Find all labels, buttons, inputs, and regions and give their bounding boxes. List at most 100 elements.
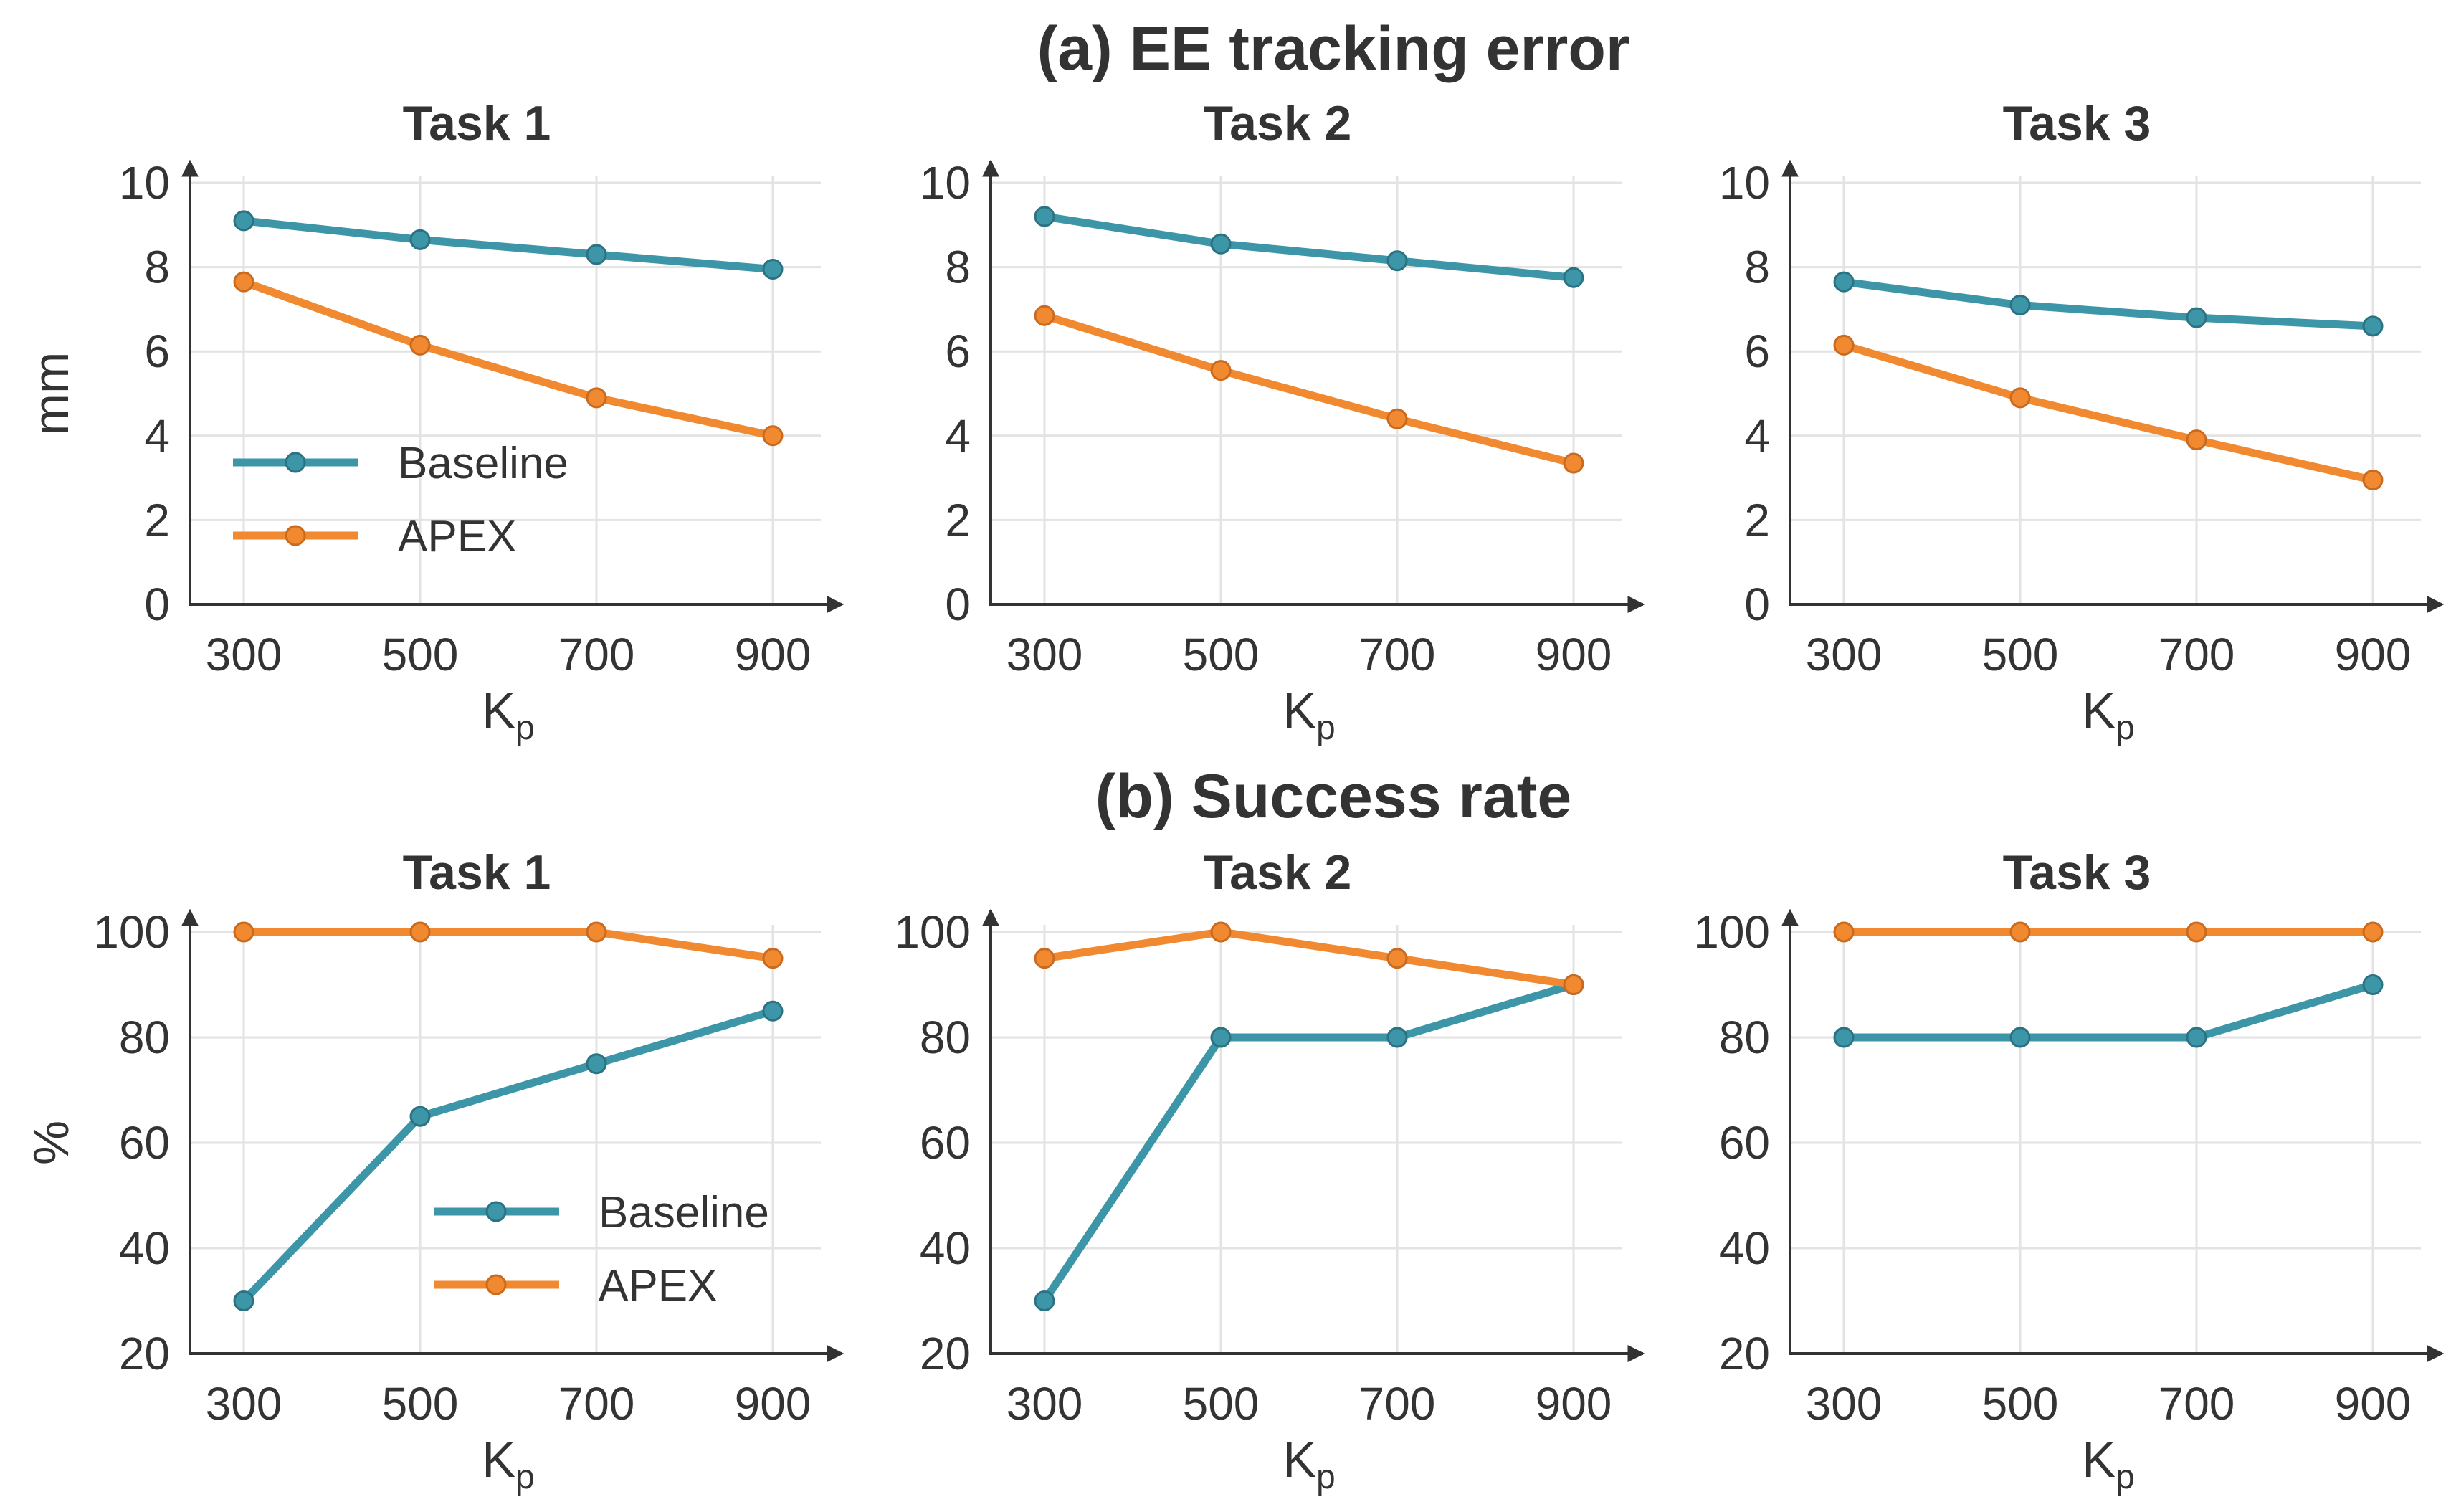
series-line-baseline: [1843, 277, 2374, 331]
legend-label-apex: APEX: [599, 1261, 717, 1311]
series-line-apex: [1043, 311, 1575, 467]
data-point-baseline: [1210, 233, 1232, 255]
y-tick-label: 0: [144, 579, 170, 630]
x-tick-label: 900: [735, 1378, 812, 1430]
panel-title: Task 1: [403, 845, 551, 900]
data-point-baseline: [409, 229, 431, 250]
y-tick-label: 4: [1744, 410, 1770, 462]
panel-title: Task 1: [403, 96, 551, 151]
x-tick-label: 700: [2159, 1378, 2235, 1430]
y-tick-label: 20: [119, 1328, 170, 1379]
data-point-apex: [2009, 921, 2031, 943]
chart-panels: Task 1 0 2 4 6 8 10 300 500 700 900 Kp mm Baseline APE…: [23, 96, 2445, 1496]
x-tick-label: 700: [2159, 629, 2235, 680]
x-tick-label: 300: [206, 629, 282, 680]
data-point-apex: [2186, 429, 2207, 451]
y-tick-label: 8: [1744, 242, 1770, 293]
legend-label-baseline: Baseline: [398, 439, 568, 488]
panel-title: Task 3: [2003, 845, 2151, 900]
data-point-apex: [2186, 921, 2207, 943]
data-point-apex: [1034, 305, 1055, 326]
legend-marker-baseline: [485, 1201, 507, 1222]
y-tick-label: 6: [945, 325, 971, 377]
x-tick-label: 500: [1982, 629, 2059, 680]
legend-label-baseline: Baseline: [599, 1188, 769, 1237]
data-point-apex: [2362, 470, 2384, 491]
data-point-baseline: [2362, 315, 2384, 337]
data-point-apex: [1833, 334, 1855, 356]
chart-task-3-row-2: Task 3 20 40 60 80 100 300 500 700 900 Kp: [1693, 845, 2445, 1496]
x-tick-label: 500: [1183, 629, 1260, 680]
y-tick-label: 10: [920, 157, 971, 209]
x-tick-label: 700: [558, 1378, 635, 1430]
x-tick-label: 300: [1006, 1378, 1083, 1430]
y-tick-label: 2: [1744, 494, 1770, 546]
data-point-baseline: [233, 1290, 254, 1311]
series-line-apex: [242, 278, 774, 440]
y-tick-label: 40: [1719, 1222, 1770, 1274]
x-tick-label: 300: [1806, 1378, 1883, 1430]
data-point-baseline: [1034, 1290, 1055, 1311]
y-tick-label: 8: [945, 242, 971, 293]
x-tick-label: 900: [1536, 1378, 1612, 1430]
y-tick-label: 100: [894, 906, 971, 958]
y-tick-label: 80: [920, 1012, 971, 1063]
y-tick-label: 4: [144, 410, 170, 462]
data-point-baseline: [1833, 1027, 1855, 1048]
y-tick-label: 80: [119, 1012, 170, 1063]
y-tick-label: 10: [1719, 157, 1770, 209]
data-point-apex: [1210, 921, 1232, 943]
y-tick-label: 6: [1744, 325, 1770, 377]
y-tick-label: 8: [144, 242, 170, 293]
legend: Baseline APEX: [233, 439, 568, 561]
x-tick-label: 300: [1806, 629, 1883, 680]
x-tick-label: 900: [2335, 629, 2412, 680]
row-title-a: (a) EE tracking error: [1037, 14, 1630, 83]
x-axis-label: Kp: [2082, 1432, 2134, 1496]
data-point-apex: [1563, 974, 1584, 995]
data-point-baseline: [2009, 1027, 2031, 1048]
legend-marker-baseline: [285, 452, 306, 473]
data-point-baseline: [2186, 307, 2207, 328]
series-line-apex: [244, 928, 774, 963]
data-point-apex: [1386, 948, 1408, 969]
data-point-baseline: [762, 1000, 784, 1022]
data-point-apex: [409, 921, 431, 943]
y-tick-label: 100: [1693, 906, 1770, 958]
series-line-baseline: [241, 1007, 774, 1304]
chart-task-1-row-1: Task 1 0 2 4 6 8 10 300 500 700 900 Kp mm Baseline APE…: [23, 96, 844, 747]
panel-title: Task 2: [1204, 845, 1352, 900]
x-axis-label: Kp: [1282, 1432, 1335, 1496]
y-tick-label: 80: [1719, 1012, 1770, 1063]
y-tick-label: 0: [1744, 579, 1770, 630]
data-point-apex: [1386, 408, 1408, 429]
y-tick-label: 100: [93, 906, 170, 958]
x-tick-label: 700: [558, 629, 635, 680]
y-tick-label: 2: [945, 494, 971, 546]
y-tick-label: 0: [945, 579, 971, 630]
y-axis-label: mm: [23, 352, 79, 436]
series-line-apex: [1044, 928, 1574, 989]
data-point-apex: [762, 425, 784, 447]
data-point-apex: [2362, 921, 2384, 943]
y-tick-label: 2: [144, 494, 170, 546]
data-point-apex: [586, 921, 607, 943]
data-point-apex: [2009, 387, 2031, 409]
data-point-baseline: [1210, 1027, 1232, 1048]
x-tick-label: 900: [1536, 629, 1612, 680]
panel-title: Task 3: [2003, 96, 2151, 151]
chart-task-3-row-1: Task 3 0 2 4 6 8 10 300 500 700 900 Kp: [1719, 96, 2445, 747]
x-tick-label: 300: [206, 1378, 282, 1430]
y-tick-label: 60: [119, 1117, 170, 1169]
x-tick-label: 900: [735, 629, 812, 680]
data-point-baseline: [2362, 974, 2384, 995]
x-tick-label: 300: [1006, 629, 1083, 680]
x-tick-label: 500: [382, 629, 459, 680]
data-point-baseline: [1386, 250, 1408, 272]
y-tick-label: 6: [144, 325, 170, 377]
series-line-baseline: [1044, 212, 1574, 282]
panel-title: Task 2: [1204, 96, 1352, 151]
data-point-apex: [1034, 948, 1055, 969]
data-point-apex: [1563, 452, 1584, 474]
